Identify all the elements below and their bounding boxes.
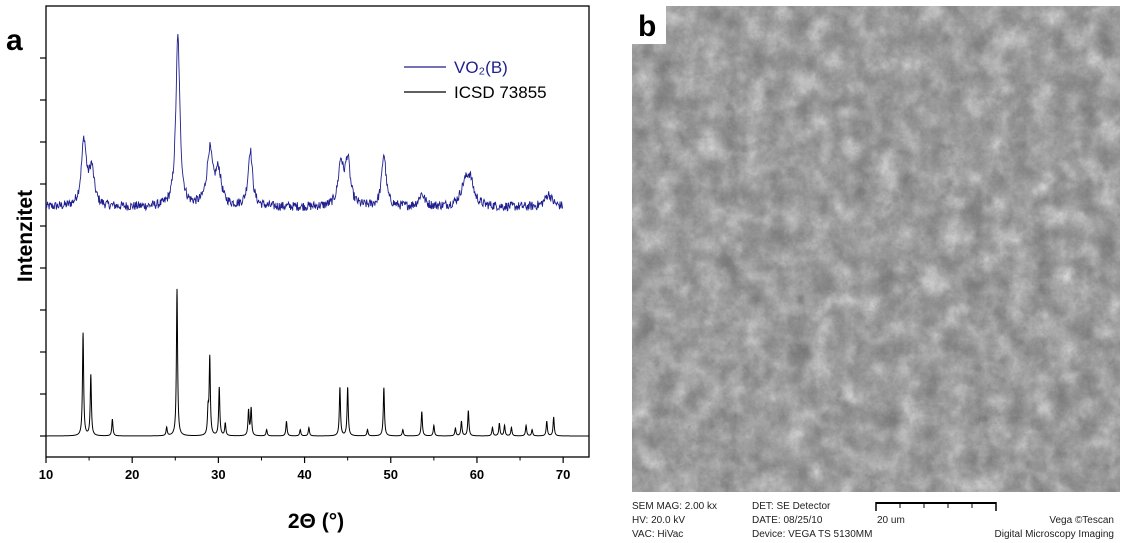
sem-image — [632, 6, 1120, 492]
x-tick-label: 20 — [125, 467, 139, 482]
sem-scale-bar — [875, 502, 997, 511]
x-tick-label: 30 — [211, 467, 225, 482]
panel-b-label-box — [632, 6, 666, 44]
legend-label-0: VO₂(B) — [454, 58, 508, 77]
sem-brand-subtitle: Digital Microscopy Imaging — [994, 529, 1115, 540]
y-axis-label: Intenzitet — [14, 190, 37, 282]
sem-det: DET: SE Detector — [752, 501, 831, 512]
sem-scale-label: 20 um — [877, 515, 905, 526]
panel-b-label: b — [638, 10, 657, 43]
sem-vac: VAC: HiVac — [632, 529, 684, 540]
x-tick-label: 70 — [556, 467, 570, 482]
panel-a-label: a — [6, 24, 23, 57]
legend-label-1: ICSD 73855 — [454, 83, 547, 102]
x-tick-label: 50 — [384, 467, 398, 482]
sem-mag: SEM MAG: 2.00 kx — [632, 501, 718, 512]
x-axis-label: 2Θ (°) — [288, 510, 344, 533]
sem-micrograph — [632, 6, 1120, 492]
sem-device: Device: VEGA TS 5130MM — [752, 529, 873, 540]
series-line-1 — [46, 288, 589, 437]
sem-date: DATE: 08/25/10 — [752, 515, 823, 526]
xrd-chart: 10 20 30 40 50 60 70 VO₂(B) ICSD 73855 Intenzit… — [14, 5, 590, 533]
x-tick-label: 10 — [39, 467, 53, 482]
chart-axes: 10 20 30 40 50 60 70 — [39, 5, 590, 482]
chart-legend: VO₂(B) ICSD 73855 — [404, 58, 547, 102]
chart-series-layer — [45, 34, 589, 437]
sem-brand: Vega ©Tescan — [1049, 515, 1114, 526]
plot-frame — [45, 5, 590, 458]
x-tick-label: 60 — [470, 467, 484, 482]
sem-hv: HV: 20.0 kV — [632, 515, 685, 526]
sem-info-bar: SEM MAG: 2.00 kx HV: 20.0 kV VAC: HiVac … — [632, 498, 1120, 543]
series-line-0 — [45, 34, 564, 212]
x-tick-label: 40 — [297, 467, 311, 482]
